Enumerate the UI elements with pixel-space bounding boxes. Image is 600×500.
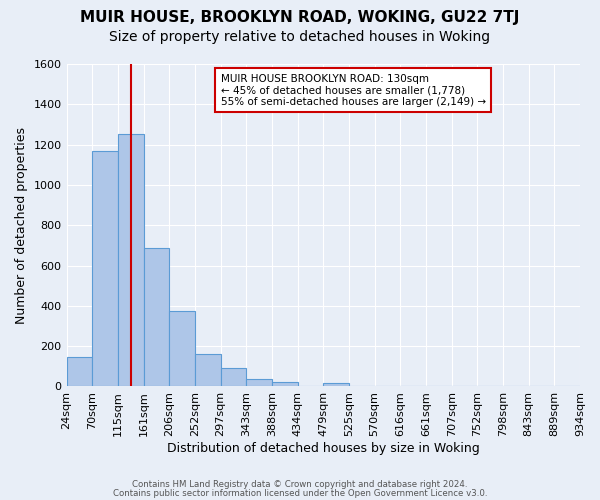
Text: MUIR HOUSE BROOKLYN ROAD: 130sqm
← 45% of detached houses are smaller (1,778)
55: MUIR HOUSE BROOKLYN ROAD: 130sqm ← 45% o…: [221, 74, 486, 107]
Text: Contains public sector information licensed under the Open Government Licence v3: Contains public sector information licen…: [113, 489, 487, 498]
Bar: [246, 379, 272, 386]
Bar: [221, 368, 246, 386]
Bar: [67, 356, 92, 386]
Text: Contains HM Land Registry data © Crown copyright and database right 2024.: Contains HM Land Registry data © Crown c…: [132, 480, 468, 489]
Y-axis label: Number of detached properties: Number of detached properties: [15, 126, 28, 324]
Bar: [169, 311, 195, 386]
Text: MUIR HOUSE, BROOKLYN ROAD, WOKING, GU22 7TJ: MUIR HOUSE, BROOKLYN ROAD, WOKING, GU22 …: [80, 10, 520, 25]
Bar: [92, 150, 118, 386]
X-axis label: Distribution of detached houses by size in Woking: Distribution of detached houses by size …: [167, 442, 479, 455]
Bar: [323, 383, 349, 386]
Bar: [143, 248, 169, 386]
Bar: [118, 134, 143, 386]
Text: Size of property relative to detached houses in Woking: Size of property relative to detached ho…: [109, 30, 491, 44]
Bar: [195, 354, 221, 386]
Bar: [272, 382, 298, 386]
